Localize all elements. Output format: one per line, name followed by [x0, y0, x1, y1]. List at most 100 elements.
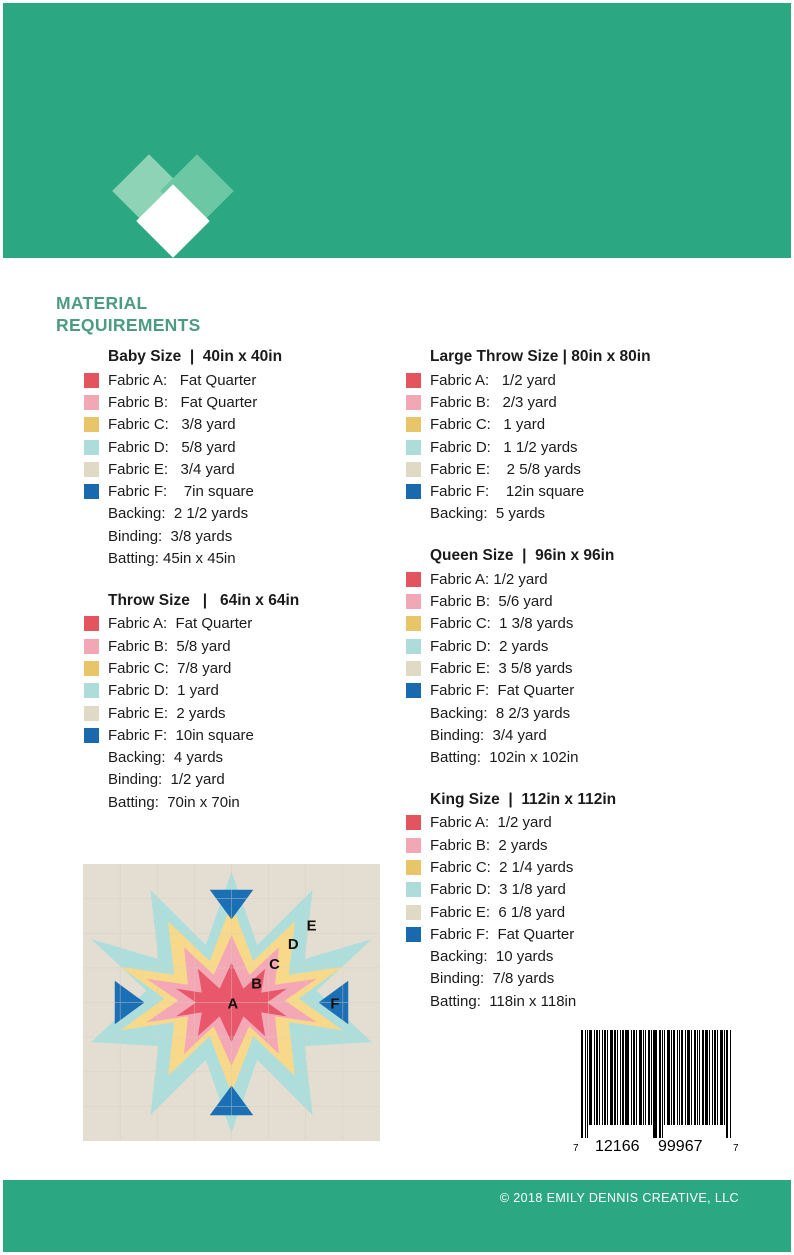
barcode-bar — [673, 1030, 675, 1126]
requirement-row: Fabric A: 1/2 yard — [406, 812, 746, 834]
barcode-bar — [687, 1030, 690, 1126]
fabric-swatch-b — [84, 394, 99, 410]
requirement-row: Fabric E: 3 5/8 yards — [406, 657, 746, 679]
barcode-digit-group-1: 12166 — [595, 1138, 640, 1155]
barcode-bar — [702, 1030, 704, 1126]
barcode-bar — [639, 1030, 642, 1126]
requirement-row: Fabric A: 1/2 yard — [406, 369, 746, 391]
fabric-swatch-f — [84, 484, 99, 500]
quilt-label-f: F — [330, 996, 339, 1012]
barcode-right-guard-digit: 7 — [733, 1143, 739, 1154]
requirement-label: Backing: 8 2/3 yards — [430, 704, 571, 722]
fabric-swatch-d — [406, 439, 421, 455]
quilt-label-a: A — [228, 996, 239, 1012]
requirement-row: Fabric D: 2 yards — [406, 635, 746, 657]
requirement-row: Batting: 70in x 70in — [84, 791, 424, 813]
quilt-label-c: C — [269, 957, 280, 973]
barcode-bar — [643, 1030, 644, 1126]
requirement-label: Batting: 70in x 70in — [108, 793, 240, 811]
requirement-row: Batting: 102in x 102in — [406, 746, 746, 768]
barcode-bar — [653, 1030, 657, 1138]
fabric-swatch-f — [406, 683, 421, 699]
barcode-bar — [617, 1030, 618, 1126]
barcode-bar — [730, 1030, 731, 1138]
requirement-label: Fabric F: Fat Quarter — [430, 925, 575, 943]
barcode-bar — [685, 1030, 686, 1126]
requirement-label: Fabric F: 10in square — [108, 726, 254, 744]
requirement-row: Fabric F: 12in square — [406, 480, 746, 502]
copyright-text: © 2018 EMILY DENNIS CREATIVE, LLC — [499, 1191, 739, 1205]
requirement-label: Batting: 102in x 102in — [430, 749, 579, 767]
barcode-bar — [602, 1030, 603, 1126]
fabric-swatch-a — [84, 616, 99, 632]
barcode-bar — [648, 1030, 650, 1126]
barcode-bar — [712, 1030, 713, 1126]
barcode-bar — [599, 1030, 600, 1126]
requirement-label: Fabric C: 1 3/8 yards — [430, 615, 574, 633]
barcode-bar — [677, 1030, 678, 1126]
requirement-label: Fabric D: 2 yards — [430, 637, 549, 655]
fabric-swatch-b — [406, 394, 421, 410]
requirement-row: Fabric F: Fat Quarter — [406, 680, 746, 702]
quilt-label-b: B — [251, 977, 262, 993]
requirements-column-right: Large Throw Size | 80in x 80in Fabric A: … — [406, 348, 746, 1034]
requirement-label: Batting: 45in x 45in — [108, 550, 236, 568]
fabric-swatch-e — [84, 705, 99, 721]
size-block-throw: Throw Size | 64in x 64in Fabric A: Fat Qu… — [84, 592, 424, 814]
size-title-queen: Queen Size | 96in x 96in — [430, 547, 615, 565]
requirement-row: Fabric F: 7in square — [84, 480, 424, 502]
fabric-swatch-b — [406, 594, 421, 610]
swatch-spacer — [84, 772, 99, 787]
requirement-row: Fabric B: 2 yards — [406, 834, 746, 856]
requirement-label: Fabric A: 1/2 yard — [430, 570, 548, 588]
requirement-label: Fabric A: Fat Quarter — [108, 371, 257, 389]
barcode-bar — [679, 1030, 680, 1126]
barcode-bar — [596, 1030, 598, 1126]
fabric-swatch-e — [406, 660, 421, 676]
material-requirements-heading: MATERIAL REQUIREMENTS — [56, 292, 201, 337]
requirement-row: Fabric C: 1 3/8 yards — [406, 613, 746, 635]
barcode-bar — [651, 1030, 652, 1126]
requirement-label: Fabric F: Fat Quarter — [430, 682, 575, 700]
fabric-swatch-c — [406, 417, 421, 433]
fabric-swatch-d — [84, 683, 99, 699]
requirement-row: Backing: 4 yards — [84, 746, 424, 768]
barcode-bar — [709, 1030, 710, 1126]
requirement-row: Fabric A: Fat Quarter — [84, 369, 424, 391]
footer-band: © 2018 EMILY DENNIS CREATIVE, LLC — [3, 1180, 791, 1252]
requirement-row: Backing: 5 yards — [406, 503, 746, 525]
heading-line-2: REQUIREMENTS — [56, 315, 201, 336]
swatch-spacer — [406, 728, 421, 743]
requirement-row: Fabric E: 2 5/8 yards — [406, 458, 746, 480]
requirement-row: Fabric B: 2/3 yard — [406, 391, 746, 413]
barcode-bar — [681, 1030, 683, 1126]
fabric-swatch-e — [84, 461, 99, 477]
requirement-row: Fabric A: 1/2 yard — [406, 568, 746, 590]
requirement-row: Fabric C: 3/8 yard — [84, 414, 424, 436]
fabric-swatch-e — [406, 461, 421, 477]
barcode-bar — [620, 1030, 621, 1126]
barcode-bar — [662, 1030, 663, 1138]
fabric-swatch-c — [406, 859, 421, 875]
requirement-label: Fabric E: 6 1/8 yard — [430, 903, 566, 921]
barcode-bar — [585, 1030, 586, 1138]
size-title-large-throw: Large Throw Size | 80in x 80in — [430, 348, 651, 365]
requirement-row: Backing: 8 2/3 yards — [406, 702, 746, 724]
barcode-digits: 7 12166 99967 7 — [573, 1138, 743, 1158]
barcode-bar — [633, 1030, 635, 1126]
barcode-bar — [645, 1030, 646, 1126]
requirement-label: Fabric B: 2 yards — [430, 836, 548, 854]
requirement-label: Fabric A: 1/2 yard — [430, 814, 552, 832]
barcode-digit-group-2: 99967 — [658, 1138, 703, 1155]
barcode-bar — [691, 1030, 692, 1126]
requirement-row: Fabric E: 2 yards — [84, 702, 424, 724]
diamond-heart-logo-icon — [112, 154, 234, 258]
fabric-swatch-f — [406, 926, 421, 942]
barcode-bar — [726, 1030, 728, 1138]
barcode-bar — [671, 1030, 672, 1126]
quilt-label-d: D — [288, 937, 299, 953]
requirement-row: Backing: 2 1/2 yards — [84, 503, 424, 525]
requirement-row: Fabric B: 5/6 yard — [406, 590, 746, 612]
barcode-bar — [664, 1030, 665, 1126]
